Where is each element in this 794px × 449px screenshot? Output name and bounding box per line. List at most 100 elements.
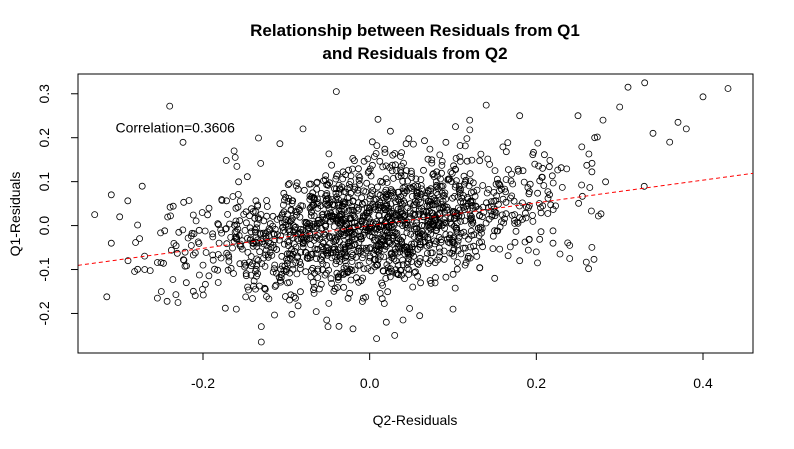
data-point [293, 179, 301, 187]
data-point [167, 212, 174, 220]
data-point [367, 203, 375, 211]
data-point [345, 193, 353, 201]
data-point [466, 170, 474, 178]
data-point [170, 239, 178, 247]
data-point [362, 244, 370, 252]
data-point [338, 215, 346, 223]
data-point [514, 165, 522, 173]
data-point [382, 227, 389, 235]
data-point [649, 129, 657, 137]
data-point [412, 268, 419, 276]
data-point [286, 254, 294, 262]
data-point [243, 173, 251, 181]
data-point [491, 212, 499, 220]
data-point [465, 182, 473, 190]
data-point [286, 278, 293, 286]
data-point [445, 175, 453, 183]
data-point [459, 199, 467, 207]
data-point [423, 242, 431, 250]
data-point [342, 214, 350, 222]
data-point [368, 161, 376, 169]
data-point [279, 227, 287, 234]
data-point [427, 279, 435, 287]
data-point [383, 261, 391, 269]
data-point [191, 249, 199, 257]
data-point [183, 262, 191, 270]
data-point [417, 182, 425, 189]
data-point [189, 251, 197, 259]
data-point [469, 204, 477, 212]
y-tick-label: 0.3 [36, 84, 52, 104]
data-point [249, 260, 256, 268]
data-point [320, 239, 327, 247]
data-point [201, 280, 209, 288]
data-point [381, 219, 389, 226]
data-point [340, 283, 348, 291]
data-point [289, 197, 297, 205]
data-point [201, 227, 209, 235]
data-point [491, 167, 499, 175]
data-point [209, 256, 217, 264]
data-point [453, 228, 461, 236]
data-point [285, 222, 293, 230]
data-point [266, 240, 274, 247]
data-point [358, 254, 366, 262]
data-point [442, 138, 450, 146]
data-point [327, 275, 335, 283]
data-point [417, 190, 425, 198]
data-point [383, 200, 391, 208]
data-point [541, 151, 548, 159]
data-point [189, 211, 197, 219]
data-point [470, 242, 478, 250]
data-point [389, 174, 397, 182]
data-point [400, 159, 407, 167]
data-point [323, 261, 331, 269]
data-point [436, 182, 444, 190]
data-point [261, 230, 269, 238]
data-point [459, 192, 467, 199]
data-point [461, 244, 469, 252]
data-point [478, 225, 486, 232]
data-point [512, 227, 520, 235]
data-point [427, 230, 435, 238]
data-point [431, 240, 439, 248]
data-point [263, 228, 271, 236]
data-point [414, 272, 422, 280]
data-point [132, 239, 140, 246]
data-point [278, 262, 286, 270]
data-point [545, 163, 553, 171]
data-point [153, 294, 161, 302]
data-point [433, 215, 441, 223]
data-point [428, 220, 436, 228]
data-point [365, 204, 373, 212]
data-point [364, 169, 372, 177]
data-point [424, 186, 432, 194]
data-point [492, 197, 500, 205]
data-point [257, 159, 265, 167]
data-point [382, 318, 390, 326]
data-point [534, 189, 541, 197]
data-point [411, 212, 418, 219]
data-point [595, 212, 602, 220]
data-point [423, 208, 430, 216]
data-point [489, 245, 497, 253]
data-point [252, 265, 260, 273]
data-point [442, 231, 450, 238]
data-point [221, 304, 229, 312]
data-point [231, 153, 239, 161]
data-point [549, 179, 557, 187]
data-point [417, 198, 425, 206]
data-point [452, 181, 460, 189]
data-point [308, 251, 316, 259]
data-point [257, 338, 265, 346]
data-point [416, 243, 424, 251]
data-point [382, 186, 390, 194]
data-point [429, 170, 437, 178]
data-point [187, 242, 195, 249]
data-point [432, 227, 440, 235]
data-point [232, 305, 240, 313]
data-point [302, 233, 310, 241]
data-point [342, 262, 350, 270]
data-point [349, 251, 357, 259]
data-point [674, 118, 682, 126]
